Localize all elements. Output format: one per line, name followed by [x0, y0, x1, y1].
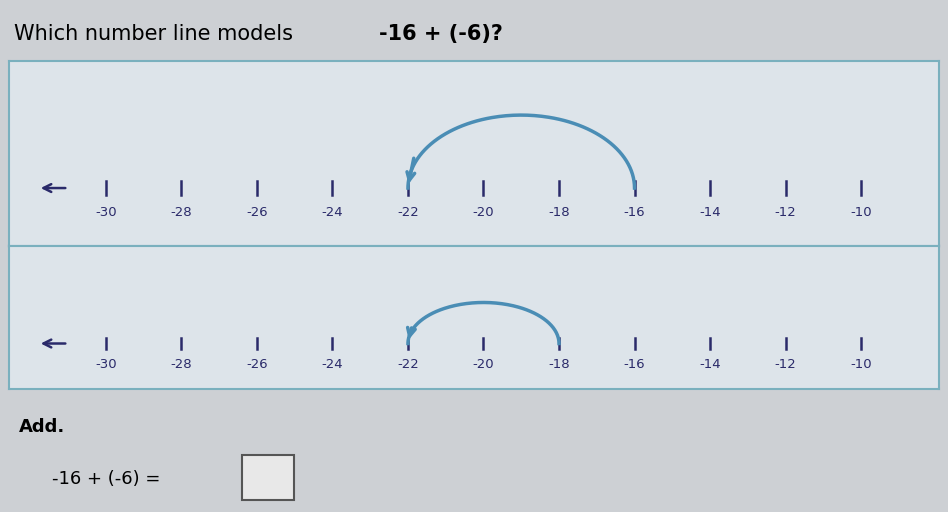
Text: Add.: Add. — [19, 418, 65, 436]
Text: -28: -28 — [171, 206, 192, 219]
Text: -12: -12 — [775, 358, 796, 371]
Text: -24: -24 — [321, 358, 343, 371]
Text: -14: -14 — [700, 206, 720, 219]
Text: -12: -12 — [775, 206, 796, 219]
Text: -20: -20 — [473, 206, 494, 219]
FancyBboxPatch shape — [242, 456, 294, 500]
Text: -22: -22 — [397, 358, 419, 371]
Text: -16 + (-6) =: -16 + (-6) = — [52, 470, 166, 488]
Text: -18: -18 — [548, 206, 570, 219]
Text: -24: -24 — [321, 206, 343, 219]
Text: -22: -22 — [397, 206, 419, 219]
Text: -16 + (-6)?: -16 + (-6)? — [379, 24, 503, 44]
Text: -20: -20 — [473, 358, 494, 371]
Text: -30: -30 — [95, 358, 117, 371]
Text: -10: -10 — [850, 206, 872, 219]
Text: -30: -30 — [95, 206, 117, 219]
Text: -14: -14 — [700, 358, 720, 371]
Text: -26: -26 — [246, 358, 267, 371]
Text: -16: -16 — [624, 206, 646, 219]
Text: -26: -26 — [246, 206, 267, 219]
Text: -10: -10 — [850, 358, 872, 371]
Text: -18: -18 — [548, 358, 570, 371]
Text: -28: -28 — [171, 358, 192, 371]
Text: Which number line models: Which number line models — [14, 24, 300, 44]
Text: -16: -16 — [624, 358, 646, 371]
